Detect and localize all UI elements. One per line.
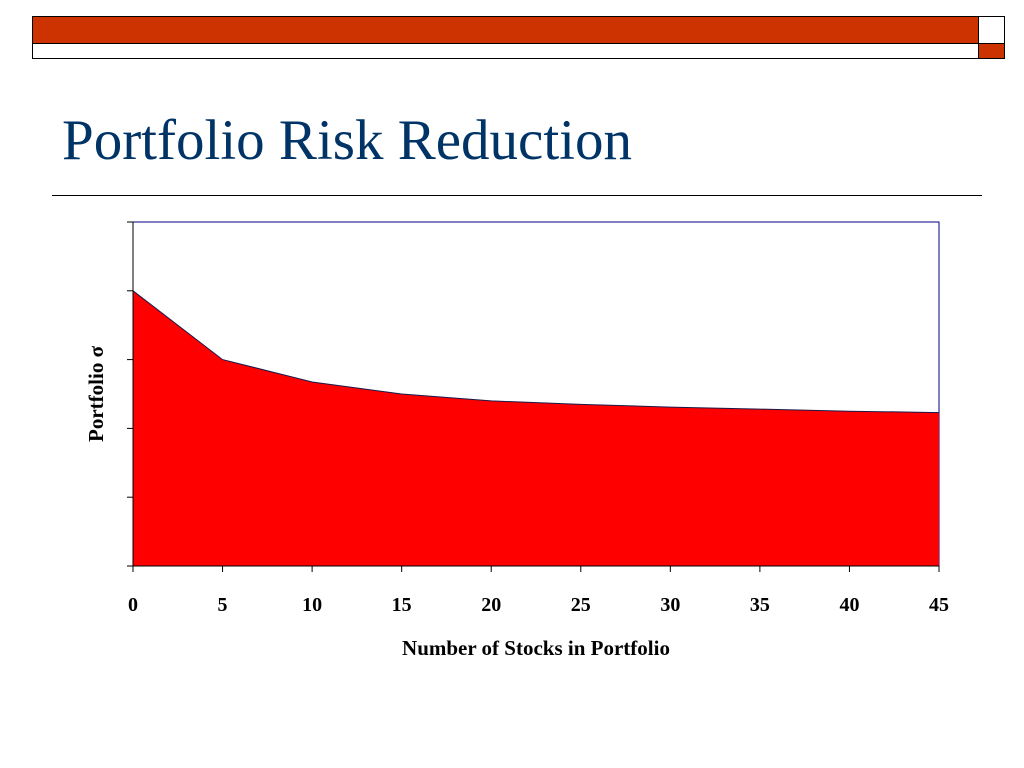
x-tick-label: 30 [660,594,680,616]
risk-area-line [132,290,940,414]
x-tick-label: 40 [839,594,859,616]
x-tick-label: 20 [481,594,501,616]
risk-area-fill [133,290,939,566]
x-axis-label: Number of Stocks in Portfolio [402,636,670,660]
x-axis: 0 5 10 15 20 25 30 35 40 45 [128,565,949,616]
x-tick-label: 45 [929,594,949,616]
x-tick-label: 35 [750,594,770,616]
y-axis-label: Portfolio σ [84,345,108,442]
x-tick-label: 5 [218,594,228,616]
header-corner-accent [978,43,1005,59]
x-tick-label: 0 [128,594,138,616]
x-tick-label: 15 [392,594,412,616]
slide-title: Portfolio Risk Reduction [62,109,632,172]
area-series-layer [132,290,940,566]
x-tick-label: 10 [302,594,322,616]
y-axis [127,221,134,567]
title-underline [52,195,982,196]
x-tick-label: 25 [571,594,591,616]
